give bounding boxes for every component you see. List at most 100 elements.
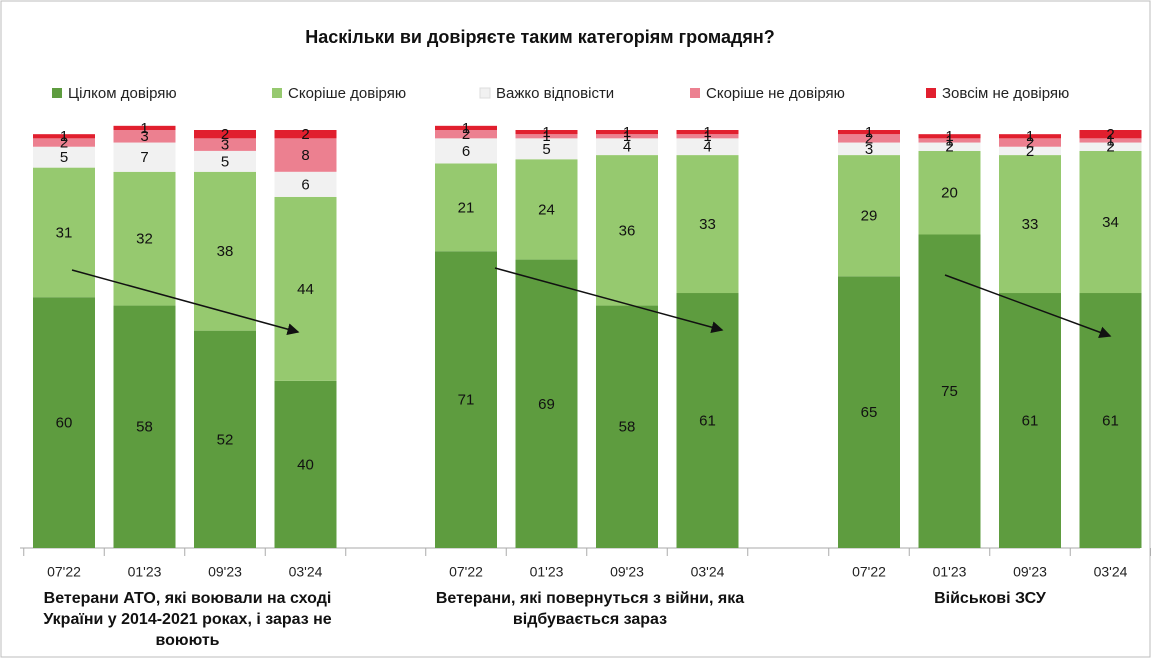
x-tick-label: 01'23 bbox=[128, 564, 162, 580]
bar-segment bbox=[999, 155, 1061, 294]
legend-swatch bbox=[479, 87, 491, 99]
legend-swatch bbox=[272, 88, 282, 98]
data-label: 1 bbox=[60, 128, 68, 145]
data-label: 2 bbox=[1026, 143, 1034, 160]
bar-segment bbox=[838, 142, 900, 156]
bar-segment bbox=[274, 138, 337, 172]
x-tick-label: 09'23 bbox=[208, 564, 242, 580]
x-tick-label: 07'22 bbox=[47, 564, 81, 580]
data-label: 58 bbox=[619, 419, 636, 436]
x-tick-label: 03'24 bbox=[691, 564, 725, 580]
chart-title: Наскільки ви довіряєте таким категоріям … bbox=[305, 27, 775, 47]
data-label: 7 bbox=[140, 149, 148, 166]
data-label: 2 bbox=[462, 126, 470, 143]
data-label: 2 bbox=[60, 135, 68, 152]
data-label: 32 bbox=[136, 231, 153, 248]
trend-arrow bbox=[944, 274, 1112, 338]
group-label: Ветерани АТО, які воювали на сході Украї… bbox=[43, 590, 332, 649]
data-label: 61 bbox=[1022, 412, 1039, 429]
bar-segment bbox=[676, 134, 739, 139]
data-label: 2 bbox=[945, 139, 953, 156]
data-label: 40 bbox=[297, 456, 314, 473]
bar-segment bbox=[113, 305, 176, 548]
data-label: 2 bbox=[301, 126, 309, 143]
data-label: 1 bbox=[542, 128, 550, 145]
data-label: 34 bbox=[1102, 214, 1119, 231]
bar-segment bbox=[918, 138, 981, 143]
data-label: 75 bbox=[941, 383, 958, 400]
data-label: 2 bbox=[1106, 139, 1114, 156]
x-tick-label: 01'23 bbox=[933, 564, 967, 580]
bar-segment bbox=[515, 159, 578, 260]
bar-segment bbox=[676, 130, 739, 135]
data-label: 58 bbox=[136, 419, 153, 436]
legend-label: Скоріше не довіряю bbox=[706, 85, 845, 102]
data-label: 6 bbox=[462, 143, 470, 160]
legend-label: Важко відповісти bbox=[496, 85, 614, 102]
data-label: 33 bbox=[699, 216, 716, 233]
x-tick-label: 03'24 bbox=[289, 564, 323, 580]
bar-segment bbox=[113, 130, 176, 143]
bar-segment bbox=[33, 146, 95, 168]
x-tick-label: 07'22 bbox=[852, 564, 886, 580]
data-label: 3 bbox=[140, 128, 148, 145]
bar-segment bbox=[515, 134, 578, 139]
data-label: 20 bbox=[941, 185, 958, 202]
data-label: 38 bbox=[217, 243, 234, 260]
data-label: 44 bbox=[297, 281, 314, 298]
data-label: 36 bbox=[619, 222, 636, 239]
bar-segment bbox=[113, 171, 176, 306]
x-tick-label: 01'23 bbox=[530, 564, 564, 580]
data-label: 1 bbox=[140, 120, 148, 137]
group-label: Військові ЗСУ bbox=[934, 590, 1046, 607]
bar-segment bbox=[999, 134, 1061, 139]
bar-segment bbox=[676, 138, 739, 156]
legend-label: Зовсім не довіряю bbox=[942, 85, 1069, 102]
data-label: 71 bbox=[458, 392, 475, 409]
bar-segment bbox=[194, 330, 256, 548]
x-tick-label: 07'22 bbox=[449, 564, 483, 580]
data-label: 2 bbox=[865, 130, 873, 147]
data-label: 5 bbox=[542, 141, 550, 158]
bar-segment bbox=[515, 138, 578, 160]
legend-swatch bbox=[926, 88, 936, 98]
bar-segment bbox=[435, 251, 497, 548]
data-label: 1 bbox=[623, 124, 631, 141]
bar-segment bbox=[596, 155, 658, 306]
data-label: 4 bbox=[703, 139, 711, 156]
bar-segment bbox=[33, 167, 95, 298]
bar-segment bbox=[1079, 150, 1142, 294]
bar-segment bbox=[194, 138, 256, 151]
data-label: 2 bbox=[221, 126, 229, 143]
bar-segment bbox=[838, 134, 900, 143]
data-label: 1 bbox=[945, 128, 953, 145]
bar-segment bbox=[33, 297, 95, 548]
bar-segment bbox=[838, 130, 900, 135]
x-tick-label: 09'23 bbox=[1013, 564, 1047, 580]
bar-segment bbox=[676, 293, 739, 548]
legend-label: Цілком довіряю bbox=[68, 85, 177, 102]
data-label: 61 bbox=[1102, 412, 1119, 429]
bar-segment bbox=[515, 130, 578, 135]
legend-swatch bbox=[690, 88, 700, 98]
data-label: 4 bbox=[623, 139, 631, 156]
data-label: 1 bbox=[462, 120, 470, 137]
bar-segment bbox=[274, 171, 337, 197]
bar-segment bbox=[918, 150, 981, 235]
bar-segment bbox=[838, 276, 900, 548]
data-label: 1 bbox=[945, 132, 953, 149]
bar-segment bbox=[435, 138, 497, 164]
data-label: 1 bbox=[865, 124, 873, 141]
group-label: Ветерани, які повернуться з війни, яка в… bbox=[435, 590, 745, 628]
bar-segment bbox=[918, 134, 981, 139]
bar-segment bbox=[999, 293, 1061, 548]
bar-segment bbox=[194, 150, 256, 172]
bar-segment bbox=[33, 138, 95, 147]
bar-segment bbox=[1079, 138, 1142, 143]
bar-segment bbox=[435, 163, 497, 252]
bar-segment bbox=[596, 134, 658, 139]
bar-segment bbox=[1079, 130, 1142, 139]
bars bbox=[33, 125, 1142, 548]
